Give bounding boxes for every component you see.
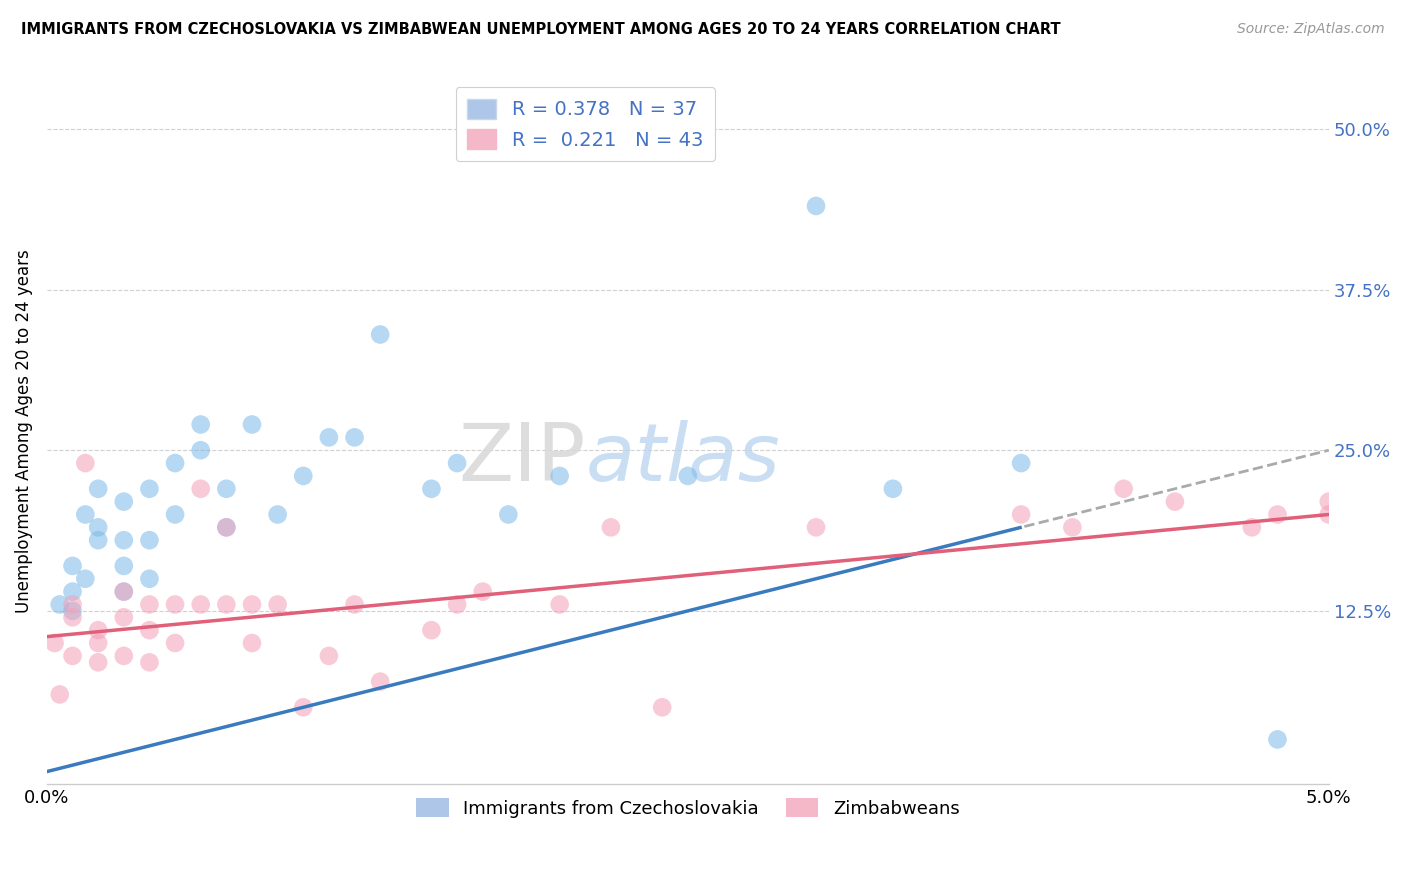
Point <box>112 558 135 573</box>
Point <box>420 623 443 637</box>
Point <box>600 520 623 534</box>
Point <box>190 443 212 458</box>
Point <box>548 469 571 483</box>
Point <box>1317 508 1340 522</box>
Point <box>138 656 160 670</box>
Point <box>62 604 84 618</box>
Point <box>87 623 110 637</box>
Point <box>138 533 160 548</box>
Point <box>804 520 827 534</box>
Text: atlas: atlas <box>585 420 780 499</box>
Point <box>318 648 340 663</box>
Point <box>1010 508 1032 522</box>
Point <box>420 482 443 496</box>
Point <box>165 598 187 612</box>
Point <box>44 636 66 650</box>
Point <box>1267 732 1289 747</box>
Point <box>292 700 315 714</box>
Point <box>112 584 135 599</box>
Point <box>112 584 135 599</box>
Point <box>87 656 110 670</box>
Point <box>165 456 187 470</box>
Point <box>138 598 160 612</box>
Point <box>87 636 110 650</box>
Point <box>240 417 263 432</box>
Point <box>548 598 571 612</box>
Legend: Immigrants from Czechoslovakia, Zimbabweans: Immigrants from Czechoslovakia, Zimbabwe… <box>409 791 967 825</box>
Point <box>498 508 520 522</box>
Point <box>87 533 110 548</box>
Point <box>138 623 160 637</box>
Point <box>62 648 84 663</box>
Y-axis label: Unemployment Among Ages 20 to 24 years: Unemployment Among Ages 20 to 24 years <box>15 249 32 613</box>
Point <box>1267 508 1289 522</box>
Point <box>1062 520 1084 534</box>
Point <box>240 636 263 650</box>
Point <box>804 199 827 213</box>
Point <box>165 636 187 650</box>
Point <box>138 482 160 496</box>
Point <box>882 482 904 496</box>
Text: Source: ZipAtlas.com: Source: ZipAtlas.com <box>1237 22 1385 37</box>
Point <box>138 572 160 586</box>
Point <box>446 598 468 612</box>
Point <box>165 508 187 522</box>
Point <box>676 469 699 483</box>
Text: IMMIGRANTS FROM CZECHOSLOVAKIA VS ZIMBABWEAN UNEMPLOYMENT AMONG AGES 20 TO 24 YE: IMMIGRANTS FROM CZECHOSLOVAKIA VS ZIMBAB… <box>21 22 1060 37</box>
Point <box>446 456 468 470</box>
Point <box>112 648 135 663</box>
Point <box>62 610 84 624</box>
Point <box>651 700 673 714</box>
Text: ZIP: ZIP <box>458 420 585 499</box>
Point <box>240 598 263 612</box>
Point <box>292 469 315 483</box>
Point <box>1010 456 1032 470</box>
Point <box>368 327 391 342</box>
Point <box>471 584 494 599</box>
Point <box>112 494 135 508</box>
Point <box>190 482 212 496</box>
Point <box>87 520 110 534</box>
Point <box>1317 494 1340 508</box>
Point <box>75 456 97 470</box>
Point <box>48 688 70 702</box>
Point <box>190 598 212 612</box>
Point <box>266 598 288 612</box>
Point <box>266 508 288 522</box>
Point <box>215 520 238 534</box>
Point <box>112 610 135 624</box>
Point <box>48 598 70 612</box>
Point <box>343 430 366 444</box>
Point <box>112 533 135 548</box>
Point <box>368 674 391 689</box>
Point <box>343 598 366 612</box>
Point <box>62 584 84 599</box>
Point <box>1240 520 1263 534</box>
Point <box>190 417 212 432</box>
Point <box>215 482 238 496</box>
Point <box>62 558 84 573</box>
Point <box>318 430 340 444</box>
Point <box>215 598 238 612</box>
Point <box>62 598 84 612</box>
Point <box>1112 482 1135 496</box>
Point <box>87 482 110 496</box>
Point <box>75 572 97 586</box>
Point <box>75 508 97 522</box>
Point <box>215 520 238 534</box>
Point <box>1164 494 1187 508</box>
